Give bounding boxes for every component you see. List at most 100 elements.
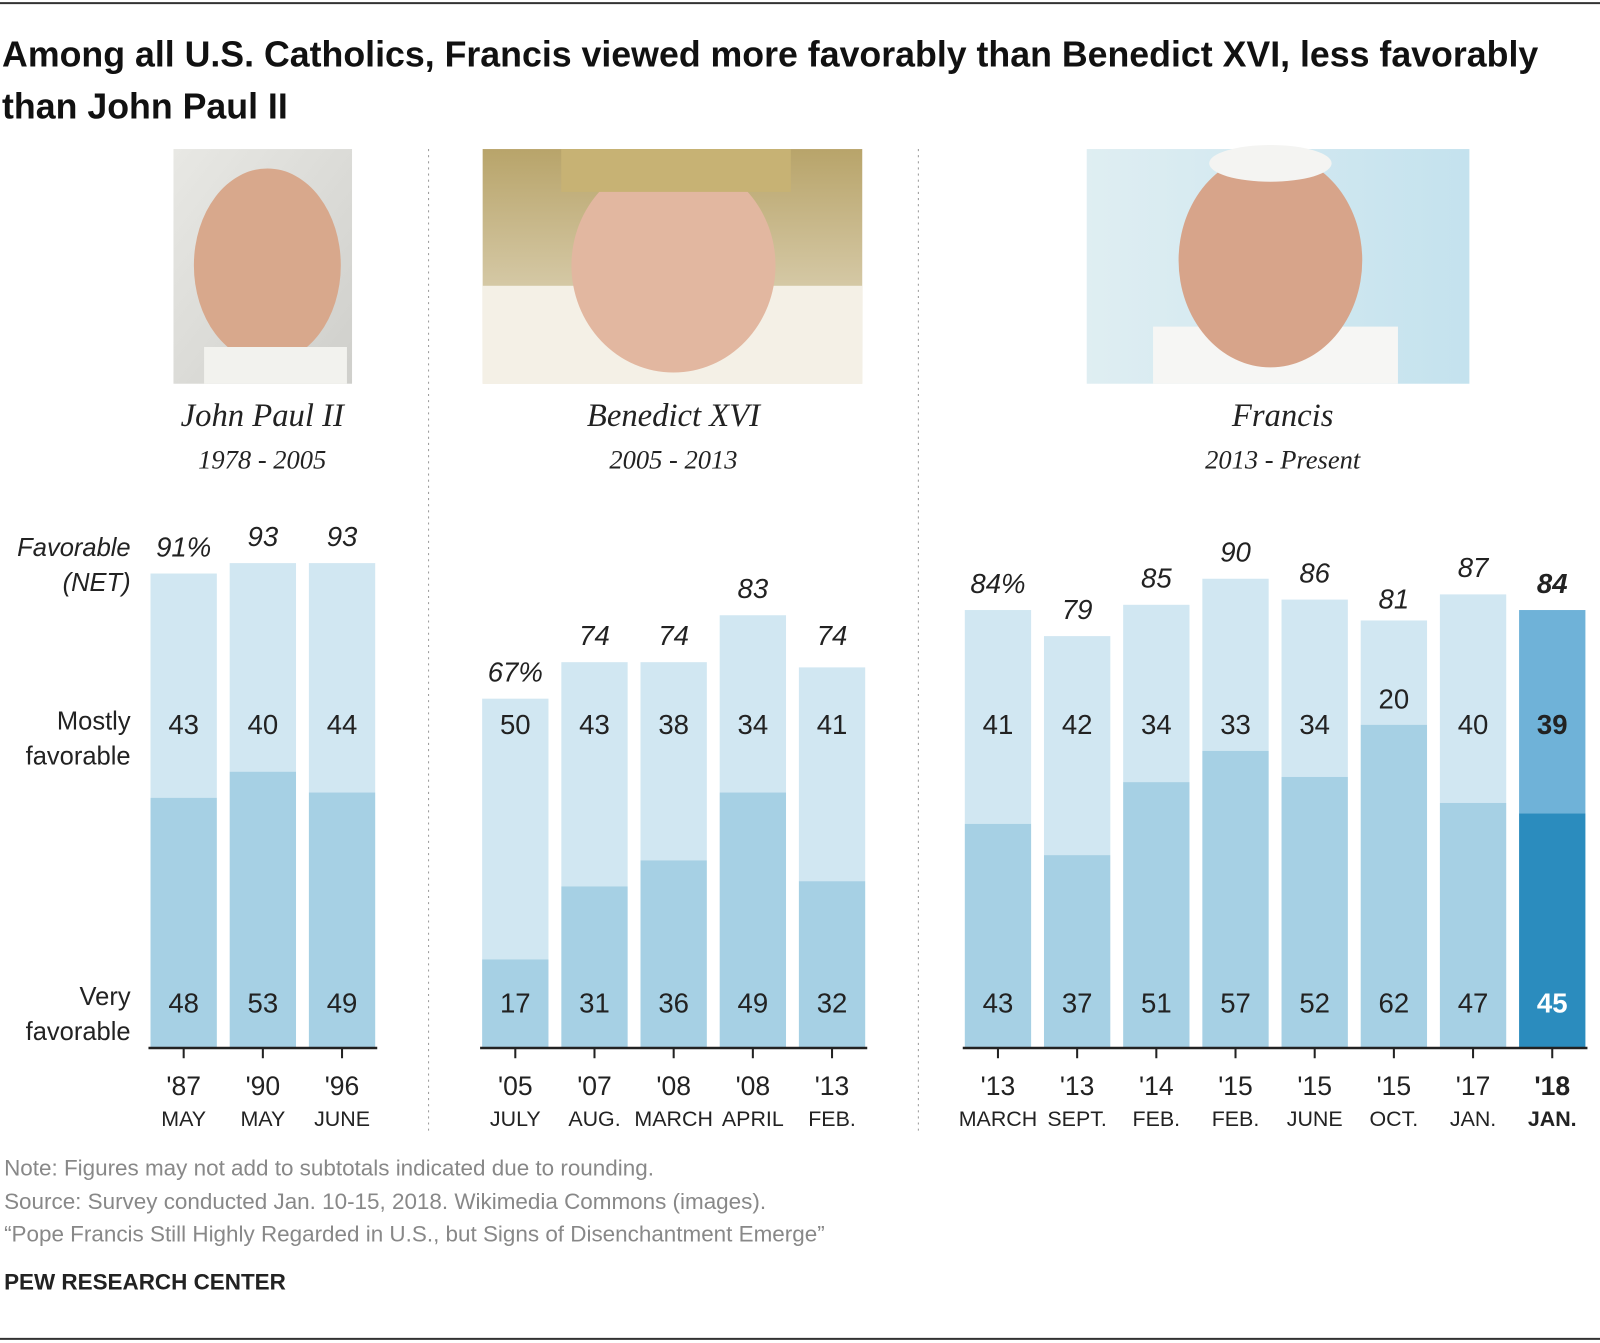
data-label: 67% [488,656,543,687]
bar-segment [1519,610,1586,814]
x-tick-label: JAN. [1450,1107,1496,1131]
data-label: 37 [1062,987,1093,1018]
data-label: 45 [1537,987,1568,1018]
data-label: 38 [658,709,689,740]
bar-segment [719,615,787,793]
photo [173,149,353,384]
data-label: 86 [1299,557,1330,588]
data-label: 57 [1220,987,1251,1018]
legend-entry-box: Very favorable [26,983,131,1046]
data-label: 62 [1379,987,1410,1018]
data-label: 74 [658,620,689,651]
x-tick-label: MARCH [634,1107,713,1131]
bar-segment [308,563,376,793]
source: Source: Survey conducted Jan. 10-15, 201… [4,1189,766,1214]
data-label: 43 [983,987,1014,1018]
x-tick-label: '15 [1218,1071,1253,1101]
bar-segment [308,792,376,1049]
bar-segment [1043,636,1111,856]
x-tick-label: '90 [246,1071,281,1101]
report: “Pope Francis Still Highly Regarded in U… [4,1222,825,1247]
data-label: 44 [327,709,358,740]
bar-segment [482,959,549,1049]
credit: PEW RESEARCH CENTER [4,1270,286,1295]
data-label: 79 [1062,594,1093,625]
bar-segment [964,610,1032,824]
data-label: 20 [1379,683,1410,714]
legend-entry: Favorable (NET) [17,533,131,598]
data-label: 32 [817,987,848,1018]
data-label: 84% [970,568,1025,599]
x-tick-label: '87 [166,1071,201,1101]
chart-title: Among all U.S. Catholics, Francis viewed… [2,34,1539,127]
x-tick-label: '08 [736,1071,771,1101]
data-label: 39 [1537,709,1568,740]
x-tick-label: FEB. [1133,1107,1181,1131]
data-label: 42 [1062,709,1093,740]
bar-segment [482,698,549,960]
x-tick-label: FEB. [1212,1107,1260,1131]
photo [1086,144,1470,384]
x-tick-label: '13 [1060,1071,1095,1101]
bar-segment [229,771,297,1049]
x-tick-label: AUG. [568,1107,620,1131]
x-tick-label: JAN. [1528,1107,1577,1131]
bar-segment [1439,802,1507,1049]
data-label: 34 [1299,709,1330,740]
bar-segment [964,823,1032,1049]
bar-segment [1123,782,1190,1049]
data-label: 84 [1537,568,1568,599]
data-label: 85 [1141,563,1172,594]
data-label: 34 [1141,709,1172,740]
data-label: 87 [1458,552,1490,583]
x-tick-label: MARCH [959,1107,1038,1131]
x-tick-label: '15 [1297,1071,1332,1101]
legend-entry-box: Favorable (NET) [17,533,131,598]
legend-entry-box: Mostly favorable [25,707,131,771]
bar-segment [1519,813,1586,1049]
bar-segment [1123,604,1190,783]
bar-segment [640,662,707,861]
x-tick-label: '05 [498,1071,533,1101]
x-tick-label: FEB. [808,1107,856,1131]
x-tick-label: JUNE [1287,1107,1343,1131]
x-tick-label: JUNE [314,1107,370,1131]
data-label: 48 [168,987,199,1018]
x-tick-label: APRIL [722,1107,784,1131]
data-label: 34 [738,709,769,740]
bar-segment [1281,599,1348,777]
bar-segment [798,667,866,882]
data-label: 40 [248,709,279,740]
bar-segment [1202,578,1269,751]
legend-entry: Mostly favorable [25,707,131,771]
x-tick-label: '96 [325,1071,360,1101]
data-label: 74 [579,620,610,651]
data-label: 90 [1220,537,1251,568]
data-label: 53 [248,987,279,1018]
x-tick-label: '15 [1377,1071,1412,1101]
bar-segment [150,797,217,1049]
bar-segment [1360,724,1428,1049]
bar-segment [561,662,628,887]
data-label: 74 [817,620,848,651]
group-years: 1978 - 2005 [198,444,326,474]
x-tick-label: '07 [577,1071,612,1101]
x-tick-label: '13 [815,1071,850,1101]
data-label: 93 [248,521,279,552]
data-label: 51 [1141,987,1172,1018]
title-box: Among all U.S. Catholics, Francis viewed… [2,34,1539,127]
group-years: 2013 - Present [1205,444,1361,474]
data-label: 52 [1299,987,1330,1018]
data-label: 49 [327,987,358,1018]
data-label: 49 [738,987,769,1018]
x-tick-label: '17 [1456,1071,1491,1101]
data-label: 81 [1379,583,1410,614]
group-name: Benedict XVI [587,398,762,434]
data-label: 50 [500,709,531,740]
data-label: 83 [738,573,769,604]
data-label: 33 [1220,709,1251,740]
x-tick-label: '13 [981,1071,1016,1101]
data-label: 91% [156,531,211,562]
